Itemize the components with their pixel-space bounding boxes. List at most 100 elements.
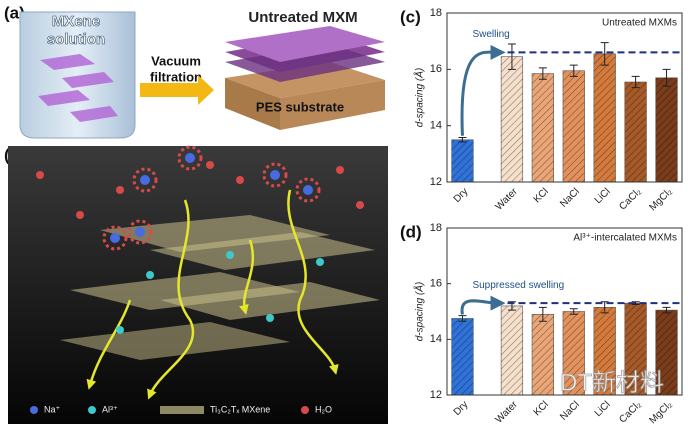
y-tick-label: 14 <box>430 333 442 345</box>
panel-label: (c) <box>400 7 421 26</box>
arrow-text: Vacuum <box>151 53 201 68</box>
arrow <box>140 75 214 105</box>
flake <box>70 106 118 122</box>
legend-label: Al³⁺ <box>102 404 118 414</box>
x-tick-label: Water <box>494 186 521 213</box>
plot-frame <box>446 227 683 396</box>
x-tick-label: LiCl <box>593 186 613 206</box>
y-tick-label: 16 <box>430 278 442 290</box>
substrate <box>225 78 280 130</box>
x-tick-label: KCl <box>532 399 551 418</box>
substrate <box>225 62 385 98</box>
arrow-text: filtration <box>150 69 202 84</box>
mxm-layer <box>225 44 385 82</box>
x-tick-label: MgCl₂ <box>648 186 675 213</box>
annotation-arrow <box>460 295 506 315</box>
error-bar <box>569 308 578 315</box>
error-bar <box>662 306 671 314</box>
y-axis-label: d-spacing (Å) <box>413 282 426 341</box>
panel-a: (a) MXene solution Vacuum filtration Unt… <box>4 3 385 139</box>
x-tick-label: Dry <box>452 186 471 205</box>
legend-label: Na⁺ <box>44 404 61 414</box>
annotation: Suppressed swelling <box>472 280 564 291</box>
legend-label: Ti₃C₂Tₓ MXene <box>210 404 270 414</box>
charts: (c) 12 14 16 18 d-spacing (Å) Untreated MXMs Dr… <box>400 7 683 426</box>
plot-frame <box>446 12 683 183</box>
x-tick-label: MgCl₂ <box>648 399 675 426</box>
annotation: Swelling <box>472 29 509 40</box>
mxene-sheet <box>100 215 330 252</box>
y-tick-label: 12 <box>430 176 442 188</box>
bar-hatch <box>593 53 616 182</box>
mxene-sheet <box>60 322 290 360</box>
error-bar <box>538 306 547 322</box>
x-tick-label: LiCl <box>593 399 613 419</box>
mxm-layer <box>225 26 385 62</box>
water-molecules <box>36 161 364 219</box>
panel-b: (b) Na⁺ Al³⁺ Ti₃C₂Tₓ MXene H <box>4 145 388 424</box>
annotation-arrow <box>460 44 506 136</box>
bar-hatch <box>562 70 585 182</box>
legend-swatch <box>30 406 38 414</box>
mxene-sheet <box>70 272 300 310</box>
flake <box>62 72 114 88</box>
bar-hatch <box>501 56 523 182</box>
legend-swatch <box>301 406 309 414</box>
hydrated-ions <box>102 145 321 251</box>
flow-arrow <box>287 189 339 375</box>
bar-hatch <box>532 73 554 182</box>
y-tick-label: 14 <box>430 120 442 132</box>
bar-hatch <box>593 307 616 395</box>
substrate <box>280 80 385 130</box>
y-axis-label: d-spacing (Å) <box>413 68 426 127</box>
y-tick-label: 16 <box>430 63 442 75</box>
x-tick-label: Dry <box>452 399 471 418</box>
legend-label: H₂O <box>315 404 332 414</box>
bar-hatch <box>655 310 678 395</box>
error-bar <box>631 301 640 306</box>
bar-hatch <box>655 77 678 182</box>
error-bar <box>569 64 578 77</box>
bar-hatch <box>624 82 647 182</box>
beaker-text: solution <box>47 31 105 48</box>
y-tick-label: 18 <box>430 222 442 234</box>
x-tick-label: KCl <box>532 186 551 205</box>
watermark: DT新材料 <box>560 369 664 396</box>
mxene-sheet <box>150 232 375 270</box>
y-tick-label: 12 <box>430 389 442 401</box>
bar-hatch <box>624 303 647 395</box>
subtitle: Untreated MXMs <box>602 18 677 29</box>
x-tick-label: CaCl₂ <box>617 399 643 425</box>
flake <box>38 90 90 106</box>
error-bar <box>631 75 640 89</box>
x-tick-label: NaCl <box>558 186 582 210</box>
beaker <box>19 11 136 139</box>
error-bar <box>458 315 467 322</box>
error-bar <box>507 43 516 70</box>
bar-hatch <box>451 139 474 182</box>
beaker-text: MXene <box>52 13 100 30</box>
panel-label: (d) <box>400 222 422 241</box>
legend-swatch <box>160 406 204 414</box>
bar-hatch <box>562 311 585 395</box>
flow-arrow <box>147 199 195 400</box>
subtitle: Al³⁺-intercalated MXMs <box>573 233 677 244</box>
x-tick-label: NaCl <box>558 399 582 423</box>
flow-arrow <box>86 299 132 390</box>
bar-hatch <box>501 305 523 395</box>
error-bar <box>538 67 547 80</box>
x-tick-label: Water <box>494 399 521 426</box>
flow-arrow <box>238 239 255 315</box>
y-tick-label: 18 <box>430 7 442 19</box>
al-ions <box>116 251 324 334</box>
x-tick-label: CaCl₂ <box>617 186 643 212</box>
bar-hatch <box>451 318 474 395</box>
membrane-title: Untreated MXM <box>248 9 357 26</box>
legend-swatch <box>88 406 96 414</box>
error-bar <box>458 136 467 143</box>
substrate-label: PES substrate <box>256 99 344 114</box>
flake <box>40 54 95 70</box>
bar-hatch <box>532 314 554 395</box>
error-bar <box>600 301 609 314</box>
